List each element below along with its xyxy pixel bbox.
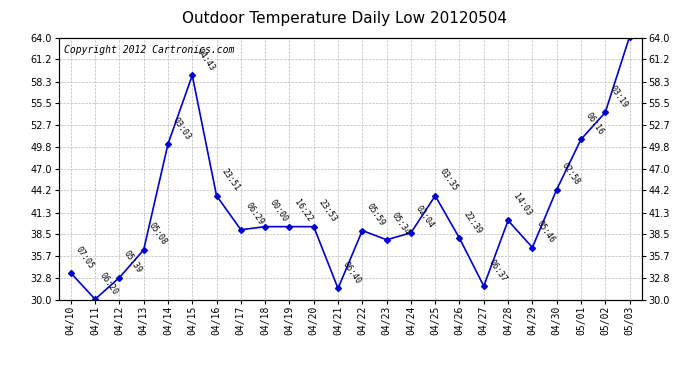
Text: Outdoor Temperature Daily Low 20120504: Outdoor Temperature Daily Low 20120504 <box>182 11 508 26</box>
Text: 05:34: 05:34 <box>389 211 411 237</box>
Text: 03:03: 03:03 <box>170 116 193 141</box>
Text: 00:00: 00:00 <box>268 198 290 224</box>
Text: 02:04: 02:04 <box>414 204 435 230</box>
Text: 05:46: 05:46 <box>535 219 557 245</box>
Text: 23:53: 23:53 <box>317 198 338 224</box>
Text: 02:58: 02:58 <box>560 161 581 187</box>
Text: 05:08: 05:08 <box>146 221 168 247</box>
Text: 03:35: 03:35 <box>438 167 460 193</box>
Text: 03:19: 03:19 <box>608 84 630 110</box>
Text: 91:20: 91:20 <box>0 374 1 375</box>
Text: 06:20: 06:20 <box>98 271 119 297</box>
Text: 06:40: 06:40 <box>341 260 362 286</box>
Text: 05:59: 05:59 <box>365 202 387 228</box>
Text: 06:16: 06:16 <box>584 111 605 136</box>
Text: 22:39: 22:39 <box>462 210 484 236</box>
Text: 14:03: 14:03 <box>511 192 533 218</box>
Text: 07:05: 07:05 <box>74 244 95 270</box>
Text: 06:37: 06:37 <box>486 258 509 284</box>
Text: 04:43: 04:43 <box>195 47 217 72</box>
Text: 16:22: 16:22 <box>293 198 314 224</box>
Text: 23:51: 23:51 <box>219 167 241 193</box>
Text: 06:29: 06:29 <box>244 201 266 227</box>
Text: Copyright 2012 Cartronics.com: Copyright 2012 Cartronics.com <box>64 45 235 56</box>
Text: 05:39: 05:39 <box>122 249 144 275</box>
